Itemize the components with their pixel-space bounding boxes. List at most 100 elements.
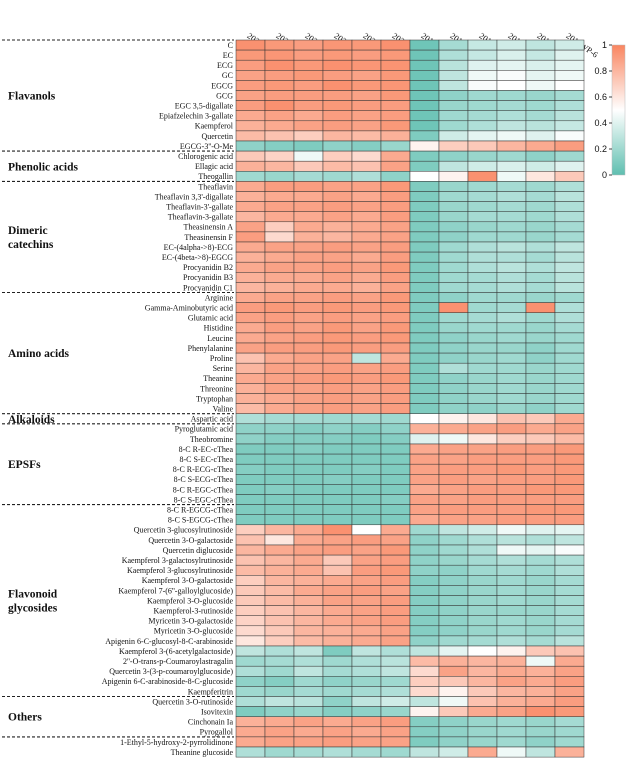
heatmap-cell	[409, 463, 440, 475]
heatmap-cell	[264, 342, 295, 354]
heatmap-cell	[235, 746, 266, 758]
heatmap-cell	[264, 524, 295, 536]
heatmap-cell	[264, 373, 295, 384]
heatmap-cell	[380, 110, 411, 122]
heatmap-cell	[235, 716, 266, 728]
heatmap-cell	[264, 201, 295, 212]
heatmap-cell	[525, 140, 556, 152]
heatmap-cell	[380, 211, 411, 223]
heatmap-cell	[264, 282, 295, 293]
heatmap-cell	[525, 302, 556, 313]
heatmap-cell	[496, 534, 527, 546]
heatmap-cell	[264, 70, 295, 81]
heatmap-cell	[351, 362, 382, 374]
heatmap-cell	[380, 686, 411, 697]
heatmap-cell	[438, 342, 469, 354]
heatmap-cell	[438, 110, 469, 122]
heatmap-cell	[467, 342, 498, 354]
heatmap-cell	[467, 635, 498, 647]
heatmap-cell	[438, 150, 469, 162]
heatmap-cell	[409, 645, 440, 657]
heatmap-cell	[264, 383, 295, 394]
heatmap-cell	[351, 120, 382, 132]
heatmap-cell	[293, 504, 324, 515]
heatmap-cell	[264, 362, 295, 374]
heatmap-cell	[467, 544, 498, 556]
heatmap-cell	[351, 706, 382, 717]
heatmap-cell	[264, 595, 295, 606]
heatmap-cell	[438, 80, 469, 91]
heatmap-cell	[467, 463, 498, 475]
heatmap-cell	[438, 251, 469, 263]
heatmap-cell	[496, 221, 527, 233]
heatmap-cell	[351, 605, 382, 616]
heatmap-cell	[235, 534, 266, 546]
heatmap-cell	[438, 70, 469, 81]
heatmap-cell	[438, 130, 469, 142]
heatmap-cell	[496, 383, 527, 394]
heatmap-cell	[525, 433, 556, 445]
heatmap-cell	[525, 484, 556, 495]
heatmap-cell	[496, 423, 527, 435]
heatmap-cell	[235, 191, 266, 202]
heatmap-cell	[380, 423, 411, 435]
heatmap-cell	[496, 110, 527, 122]
heatmap-cell	[438, 423, 469, 435]
heatmap-cell	[322, 90, 353, 101]
heatmap-cell	[438, 292, 469, 303]
heatmap-cell	[467, 231, 498, 243]
heatmap-cell	[264, 443, 295, 455]
heatmap-cell	[351, 150, 382, 162]
heatmap-cell	[380, 292, 411, 303]
heatmap-cell	[409, 484, 440, 495]
heatmap-cell	[322, 716, 353, 728]
heatmap-cell	[467, 484, 498, 495]
heatmap-cell	[438, 39, 469, 51]
heatmap-cell	[467, 59, 498, 71]
heatmap-cell	[438, 272, 469, 283]
heatmap-cell	[409, 726, 440, 738]
heatmap-cell	[438, 453, 469, 465]
heatmap-cell	[554, 686, 585, 697]
heatmap-cell	[496, 282, 527, 293]
row-label: Quercetin 3-glucosylrutinoside	[134, 526, 234, 535]
heatmap-cell	[322, 373, 353, 384]
heatmap-cell	[264, 625, 295, 637]
row-label: Kaempferitrin	[188, 687, 233, 696]
heatmap-cell	[438, 383, 469, 394]
heatmap-cell	[496, 100, 527, 111]
heatmap-cell	[293, 332, 324, 344]
heatmap-cell	[525, 373, 556, 384]
heatmap-cell	[525, 80, 556, 91]
heatmap-cell	[496, 443, 527, 455]
heatmap-cell	[264, 534, 295, 546]
heatmap-cell	[293, 251, 324, 263]
heatmap-cell	[409, 383, 440, 394]
heatmap-cell	[322, 463, 353, 475]
heatmap-cell	[525, 605, 556, 616]
heatmap-cell	[322, 655, 353, 667]
heatmap-cell	[293, 160, 324, 172]
heatmap-cell	[554, 605, 585, 616]
row-label: 8-C S-ECG-cThea	[174, 475, 234, 484]
heatmap-cell	[525, 59, 556, 71]
heatmap-cell	[409, 413, 440, 425]
heatmap-cell	[496, 494, 527, 505]
heatmap-cell	[554, 615, 585, 627]
heatmap-cell	[467, 332, 498, 344]
colorbar-gradient	[611, 44, 626, 176]
heatmap-cell	[467, 150, 498, 162]
heatmap-cell	[293, 494, 324, 505]
row-label: Theaflavin	[198, 182, 233, 191]
heatmap-cell	[293, 352, 324, 364]
heatmap-cell	[525, 393, 556, 404]
heatmap-cell	[409, 261, 440, 273]
heatmap-cell	[438, 746, 469, 758]
heatmap-cell	[235, 373, 266, 384]
heatmap-cell	[351, 736, 382, 748]
heatmap-cell	[554, 110, 585, 122]
row-label: Valine	[213, 404, 234, 413]
heatmap-cell	[380, 544, 411, 556]
heatmap-cell	[380, 625, 411, 637]
row-label: GCG	[216, 91, 233, 100]
